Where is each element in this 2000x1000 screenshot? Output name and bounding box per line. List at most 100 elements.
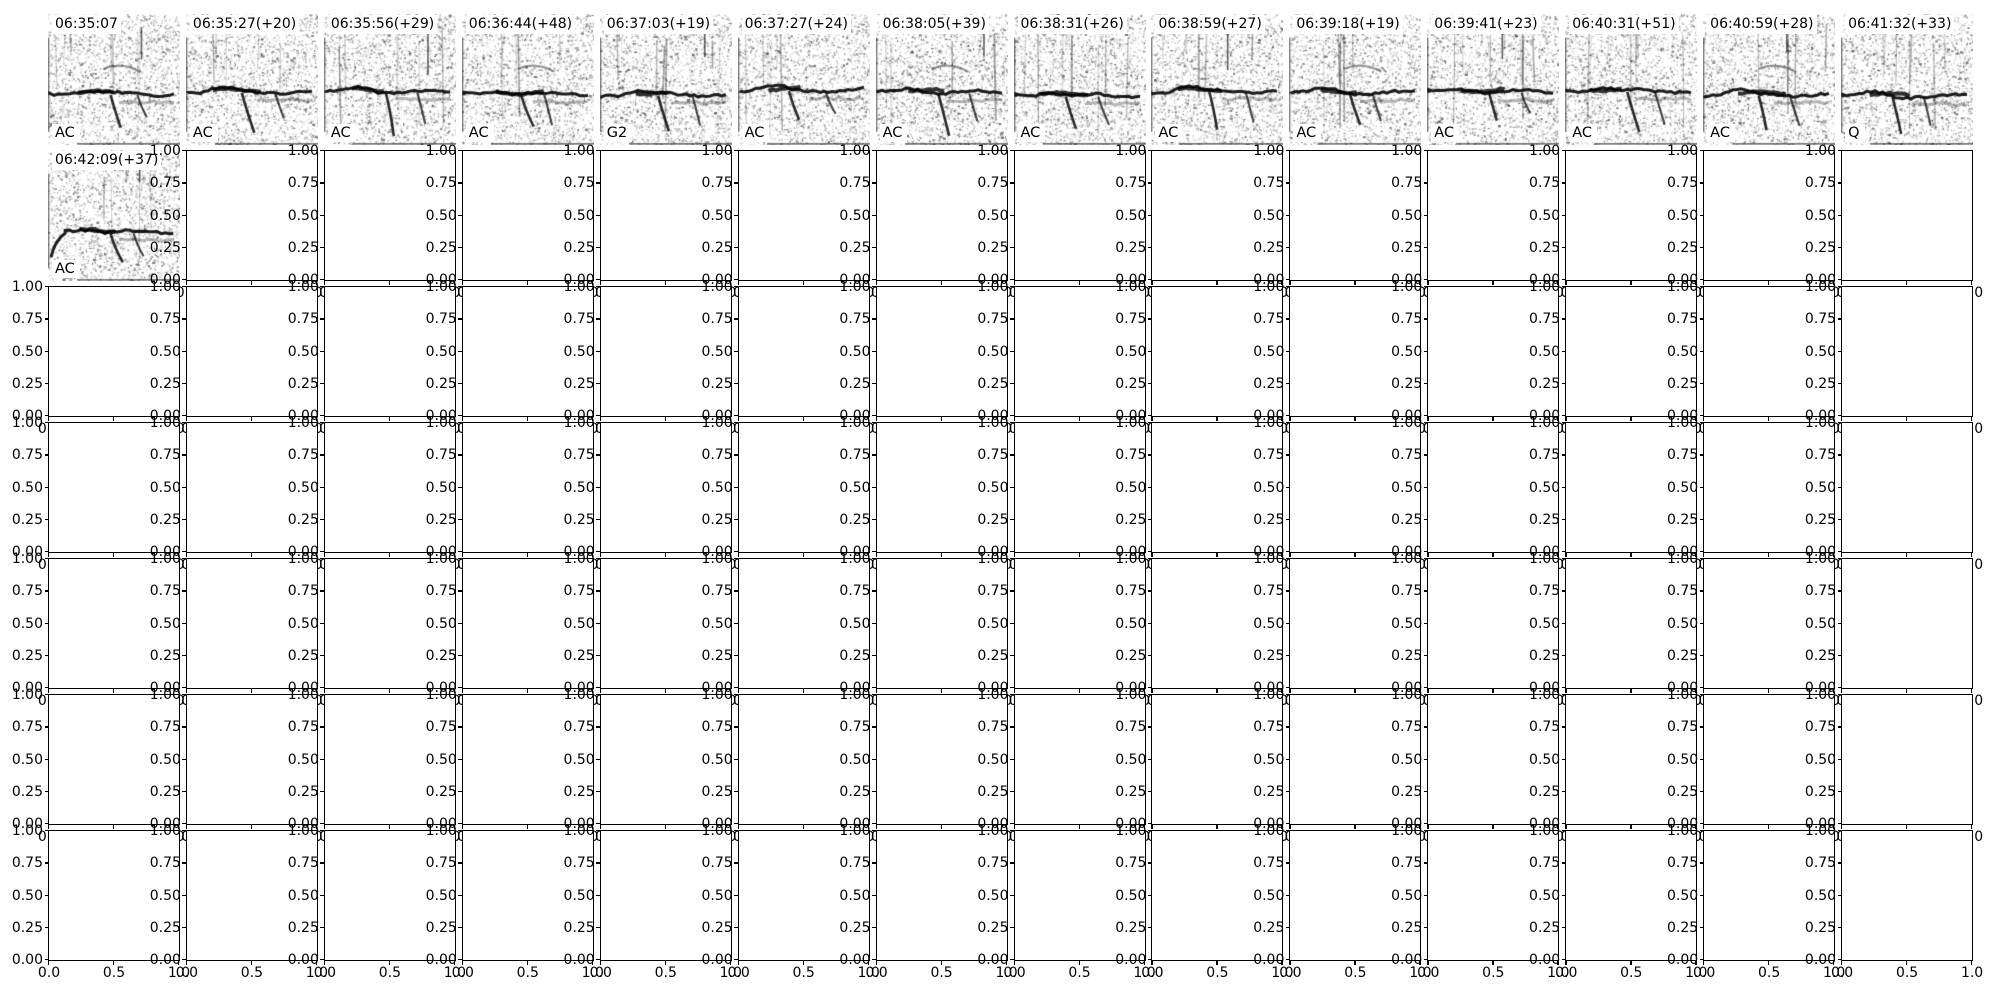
y-tick-mark xyxy=(320,518,325,521)
x-tick-mark xyxy=(113,552,115,557)
x-tick-mark xyxy=(737,416,739,421)
y-tick-label: 0.75 xyxy=(701,719,733,736)
y-tick-label: 0.50 xyxy=(425,207,457,224)
y-tick-label: 0.00 xyxy=(977,952,1009,968)
x-tick-mark xyxy=(113,688,115,693)
empty-axes-cell: 1.000.750.500.250.000.00.51.0 xyxy=(1253,687,1431,845)
y-tick-mark xyxy=(182,558,187,560)
empty-axes-cell: 1.000.750.500.250.000.00.51.0 xyxy=(1805,551,1983,709)
y-tick-label: 0.00 xyxy=(1115,952,1147,968)
y-tick-label: 0.75 xyxy=(1253,175,1285,192)
y-tick-mark xyxy=(1147,894,1153,896)
empty-axes-cell: 1.000.750.500.250.000.00.51.0 xyxy=(701,551,879,709)
y-tick-label: 0.75 xyxy=(1391,583,1423,600)
y-tick-mark xyxy=(1147,286,1153,288)
y-tick-mark xyxy=(1423,694,1429,696)
x-tick-label: 0.5 xyxy=(1344,965,1367,981)
y-tick-mark xyxy=(1837,694,1843,696)
y-tick-mark xyxy=(1147,830,1153,832)
y-tick-label: 0.25 xyxy=(11,783,43,800)
tile-class-label: AC xyxy=(189,124,218,142)
y-tick-mark xyxy=(1561,687,1567,689)
y-tick-label: 0.25 xyxy=(1115,239,1147,256)
x-tick-mark xyxy=(1906,552,1908,557)
x-tick-mark xyxy=(1151,688,1153,693)
spectrogram-image xyxy=(875,14,1008,145)
x-tick-mark xyxy=(250,824,253,829)
y-tick-mark xyxy=(596,279,601,281)
y-tick-label: 1.00 xyxy=(563,415,595,431)
y-tick-mark xyxy=(1147,558,1153,560)
y-tick-mark xyxy=(1699,862,1705,864)
y-tick-label: 0.25 xyxy=(1253,919,1285,936)
x-tick-label: 1.0 xyxy=(1547,965,1570,981)
tile-timestamp: 06:35:27(+20) xyxy=(189,15,300,34)
y-tick-label: 0.75 xyxy=(1529,855,1561,872)
y-tick-label: 0.25 xyxy=(563,647,595,664)
x-tick-label: 0.5 xyxy=(378,965,401,981)
y-tick-label: 1.00 xyxy=(1115,415,1147,431)
y-tick-mark xyxy=(1423,350,1429,352)
x-tick-mark xyxy=(591,416,594,421)
y-tick-mark xyxy=(1423,318,1429,320)
y-tick-mark xyxy=(1147,758,1153,760)
y-tick-label: 0.50 xyxy=(1253,615,1285,632)
y-tick-mark xyxy=(1561,694,1567,696)
y-tick-label: 0.75 xyxy=(977,855,1009,872)
y-tick-label: 0.00 xyxy=(149,408,181,424)
x-tick-mark xyxy=(1703,688,1705,693)
y-tick-label: 0.00 xyxy=(1529,408,1561,424)
y-tick-mark xyxy=(734,694,739,696)
x-tick-mark xyxy=(1419,280,1421,285)
y-tick-label: 1.00 xyxy=(1253,279,1285,295)
y-tick-label: 0.50 xyxy=(977,615,1009,632)
x-tick-mark xyxy=(315,552,318,557)
y-tick-mark xyxy=(1285,654,1291,657)
y-tick-label: 0.75 xyxy=(977,311,1009,328)
y-tick-mark xyxy=(1147,726,1153,728)
spectrogram-image xyxy=(48,150,180,281)
y-tick-mark xyxy=(44,590,49,592)
y-tick-label: 0.50 xyxy=(1253,751,1285,768)
y-tick-mark xyxy=(44,422,49,424)
y-tick-label: 0.00 xyxy=(701,408,733,424)
x-tick-mark xyxy=(250,688,253,693)
y-tick-label: 0.50 xyxy=(1804,615,1837,632)
y-tick-label: 0.50 xyxy=(701,343,733,360)
y-tick-label: 0.25 xyxy=(149,239,181,256)
y-tick-label: 0.50 xyxy=(149,479,181,496)
y-tick-mark xyxy=(596,551,601,553)
y-tick-label: 0.00 xyxy=(425,272,457,288)
x-tick-label: 0.0 xyxy=(1141,965,1164,981)
tile-timestamp: 06:36:44(+48) xyxy=(465,15,576,34)
y-tick-label: 0.75 xyxy=(1804,311,1837,328)
y-tick-label: 0.50 xyxy=(11,887,43,904)
y-tick-label: 0.50 xyxy=(563,343,595,360)
y-tick-mark xyxy=(458,758,463,760)
y-tick-mark xyxy=(1147,622,1153,624)
y-tick-label: 0.25 xyxy=(563,239,595,256)
y-tick-mark xyxy=(1837,790,1843,793)
x-tick-mark xyxy=(737,280,739,285)
y-tick-mark xyxy=(1010,286,1015,288)
y-tick-label: 0.25 xyxy=(1529,647,1561,664)
y-tick-label: 0.75 xyxy=(839,447,871,464)
y-tick-mark xyxy=(182,518,187,521)
x-tick-mark xyxy=(185,688,188,693)
y-tick-mark xyxy=(1699,926,1705,929)
y-tick-mark xyxy=(44,318,49,320)
y-tick-mark xyxy=(1285,830,1291,832)
y-tick-mark xyxy=(596,694,601,696)
x-tick-label: 0.0 xyxy=(175,965,199,981)
x-tick-mark xyxy=(453,280,456,285)
y-tick-mark xyxy=(1699,694,1705,696)
y-tick-label: 1.00 xyxy=(977,551,1009,567)
y-tick-label: 0.00 xyxy=(1253,680,1285,696)
y-tick-mark xyxy=(458,926,463,929)
y-tick-mark xyxy=(734,758,739,760)
x-tick-mark xyxy=(867,416,869,421)
x-tick-mark xyxy=(1005,280,1007,285)
